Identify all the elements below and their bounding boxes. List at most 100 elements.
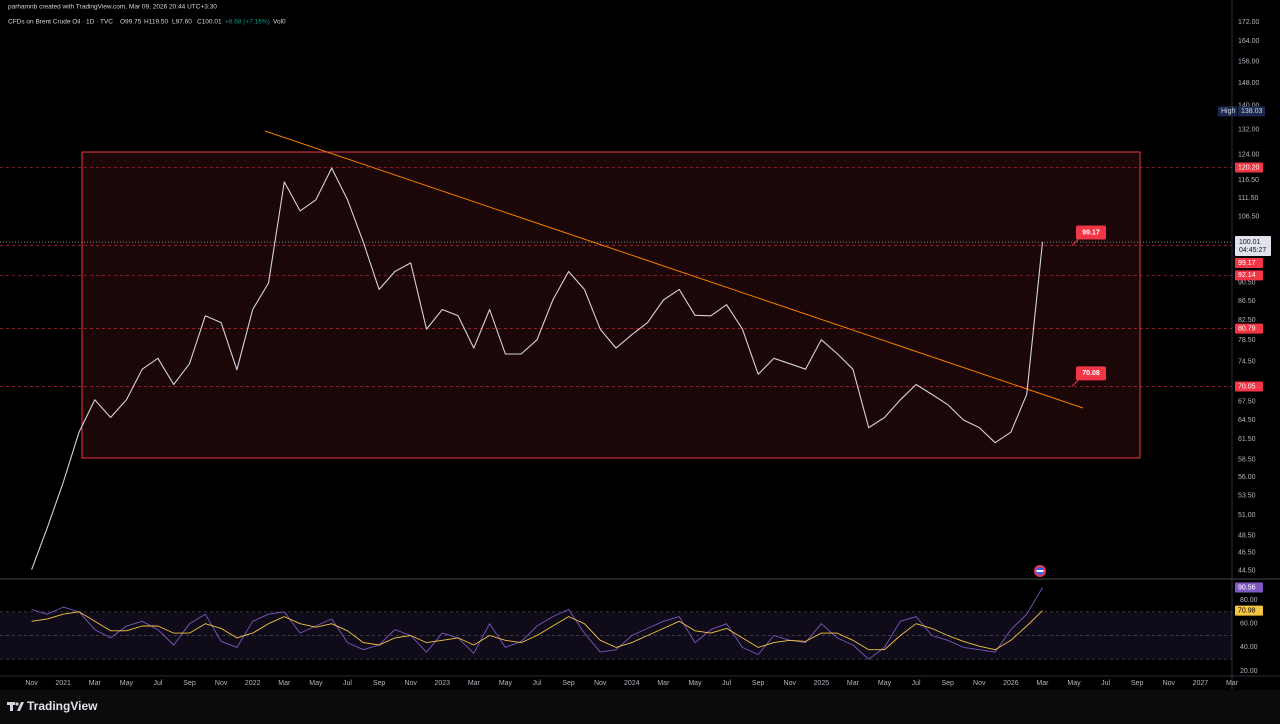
x-tick-label: Mar [1226, 680, 1239, 687]
y-tick-label: 116.50 [1238, 177, 1259, 184]
x-tick-label: 2022 [245, 680, 261, 687]
price-level-label: 92.14 [1238, 272, 1256, 279]
x-tick-label: May [688, 680, 702, 687]
x-tick-label: 2025 [814, 680, 830, 687]
rsi-value-tag [1235, 582, 1263, 593]
callout-label: 99.17 [1082, 229, 1100, 236]
rsi-value-tag [1235, 605, 1263, 616]
y-tick-label: 90.50 [1238, 279, 1256, 286]
event-icon [1034, 565, 1046, 577]
price-level-label: 70.05 [1238, 383, 1256, 390]
brand: TradingView [27, 699, 98, 713]
x-tick-label: Sep [941, 680, 954, 687]
y-tick-label: 164.00 [1238, 38, 1260, 45]
y-tick-label: 140.00 [1238, 102, 1260, 109]
logo-stem [10, 702, 13, 711]
x-tick-label: Jul [343, 680, 352, 687]
y-tick-label: 74.50 [1238, 358, 1256, 365]
y-tick-label: 106.50 [1238, 213, 1260, 220]
volume: Vol0 [273, 19, 286, 26]
y-tick-label: 58.50 [1238, 456, 1256, 463]
x-tick-label: Jul [912, 680, 921, 687]
y-tick-label: 48.50 [1238, 533, 1256, 540]
y-tick-label: 46.50 [1238, 550, 1256, 557]
y-tick-label: 44.50 [1238, 567, 1256, 574]
x-tick-label: Nov [25, 680, 38, 687]
price-level-label: 99.17 [1238, 260, 1256, 267]
y-tick-label: 61.50 [1238, 436, 1256, 443]
logo-slash [17, 702, 24, 711]
x-tick-label: Mar [89, 680, 102, 687]
x-tick-label: May [309, 680, 323, 687]
y-tick-label: 156.00 [1238, 59, 1260, 66]
symbol: CFDs on Brent Crude Oil · 1D · TVC [8, 19, 113, 26]
y-tick-label: 53.50 [1238, 493, 1256, 500]
price-level-tag [1235, 323, 1263, 334]
high-tag-label: High [1221, 108, 1236, 115]
last-price-tag [1235, 236, 1271, 257]
last-price-label: 100.01 [1239, 239, 1261, 246]
price-level-tag [1235, 162, 1263, 173]
y-tick-label: 78.50 [1238, 337, 1256, 344]
y2-tick-label: 60.00 [1240, 621, 1258, 628]
logo-dot [15, 702, 19, 706]
x-tick-label: Nov [1163, 680, 1176, 687]
y-tick-label: 124.00 [1238, 152, 1260, 159]
y-tick-label: 132.00 [1238, 126, 1260, 133]
range-box [81, 151, 1141, 459]
callout-label: 70.08 [1082, 370, 1100, 377]
price-line [31, 167, 1044, 570]
x-tick-label: Nov [973, 680, 986, 687]
x-tick-label: Sep [562, 680, 575, 687]
x-tick-label: Sep [183, 680, 196, 687]
y-tick-label: 148.00 [1238, 80, 1260, 87]
x-tick-label: Jul [153, 680, 162, 687]
price-level-label: 120.20 [1238, 164, 1260, 171]
callout-box [1076, 225, 1106, 240]
y-tick-label: 172.00 [1238, 19, 1260, 26]
x-tick-label: Jul [1101, 680, 1110, 687]
callout-pointer [1071, 380, 1079, 387]
footer-bar [0, 690, 1280, 724]
y-tick-label: 86.50 [1238, 298, 1256, 305]
x-tick-label: May [1067, 680, 1081, 687]
y2-tick-label: 80.00 [1240, 597, 1258, 604]
x-tick-label: 2024 [624, 680, 640, 687]
high-value-label: 138.03 [1241, 108, 1263, 115]
x-tick-label: May [878, 680, 892, 687]
x-tick-label: Jul [722, 680, 731, 687]
ohlc-open: O99.75 [120, 19, 142, 26]
x-tick-label: Mar [847, 680, 860, 687]
rsi-line [31, 610, 1043, 651]
brand-logo [7, 702, 24, 711]
x-tick-label: Nov [215, 680, 228, 687]
x-tick-label: Sep [752, 680, 765, 687]
x-tick-label: 2027 [1193, 680, 1209, 687]
x-tick-label: 2026 [1003, 680, 1019, 687]
high-tag [1238, 106, 1265, 117]
y-tick-label: 56.00 [1238, 474, 1256, 481]
ohlc-low: L97.60 [172, 19, 192, 26]
high-tag-name [1218, 106, 1237, 117]
price-level-tag [1235, 381, 1263, 392]
price-level-tag [1235, 270, 1263, 281]
trend-line [264, 130, 1084, 409]
x-tick-label: Mar [1036, 680, 1049, 687]
y2-tick-label: 40.00 [1240, 644, 1258, 651]
callout-box [1076, 366, 1106, 381]
y-tick-label: 111.50 [1238, 195, 1258, 202]
event-icon-bar [1036, 570, 1044, 572]
y-tick-label: 82.50 [1238, 317, 1256, 324]
x-tick-label: Jul [533, 680, 542, 687]
x-tick-label: Mar [468, 680, 481, 687]
x-tick-label: 2023 [434, 680, 450, 687]
x-tick-label: Sep [373, 680, 386, 687]
x-tick-label: May [499, 680, 513, 687]
rsi-line [31, 587, 1043, 660]
rsi-value-label: 70.98 [1238, 608, 1256, 615]
x-tick-label: Nov [594, 680, 607, 687]
y-tick-label: 51.00 [1238, 512, 1256, 519]
